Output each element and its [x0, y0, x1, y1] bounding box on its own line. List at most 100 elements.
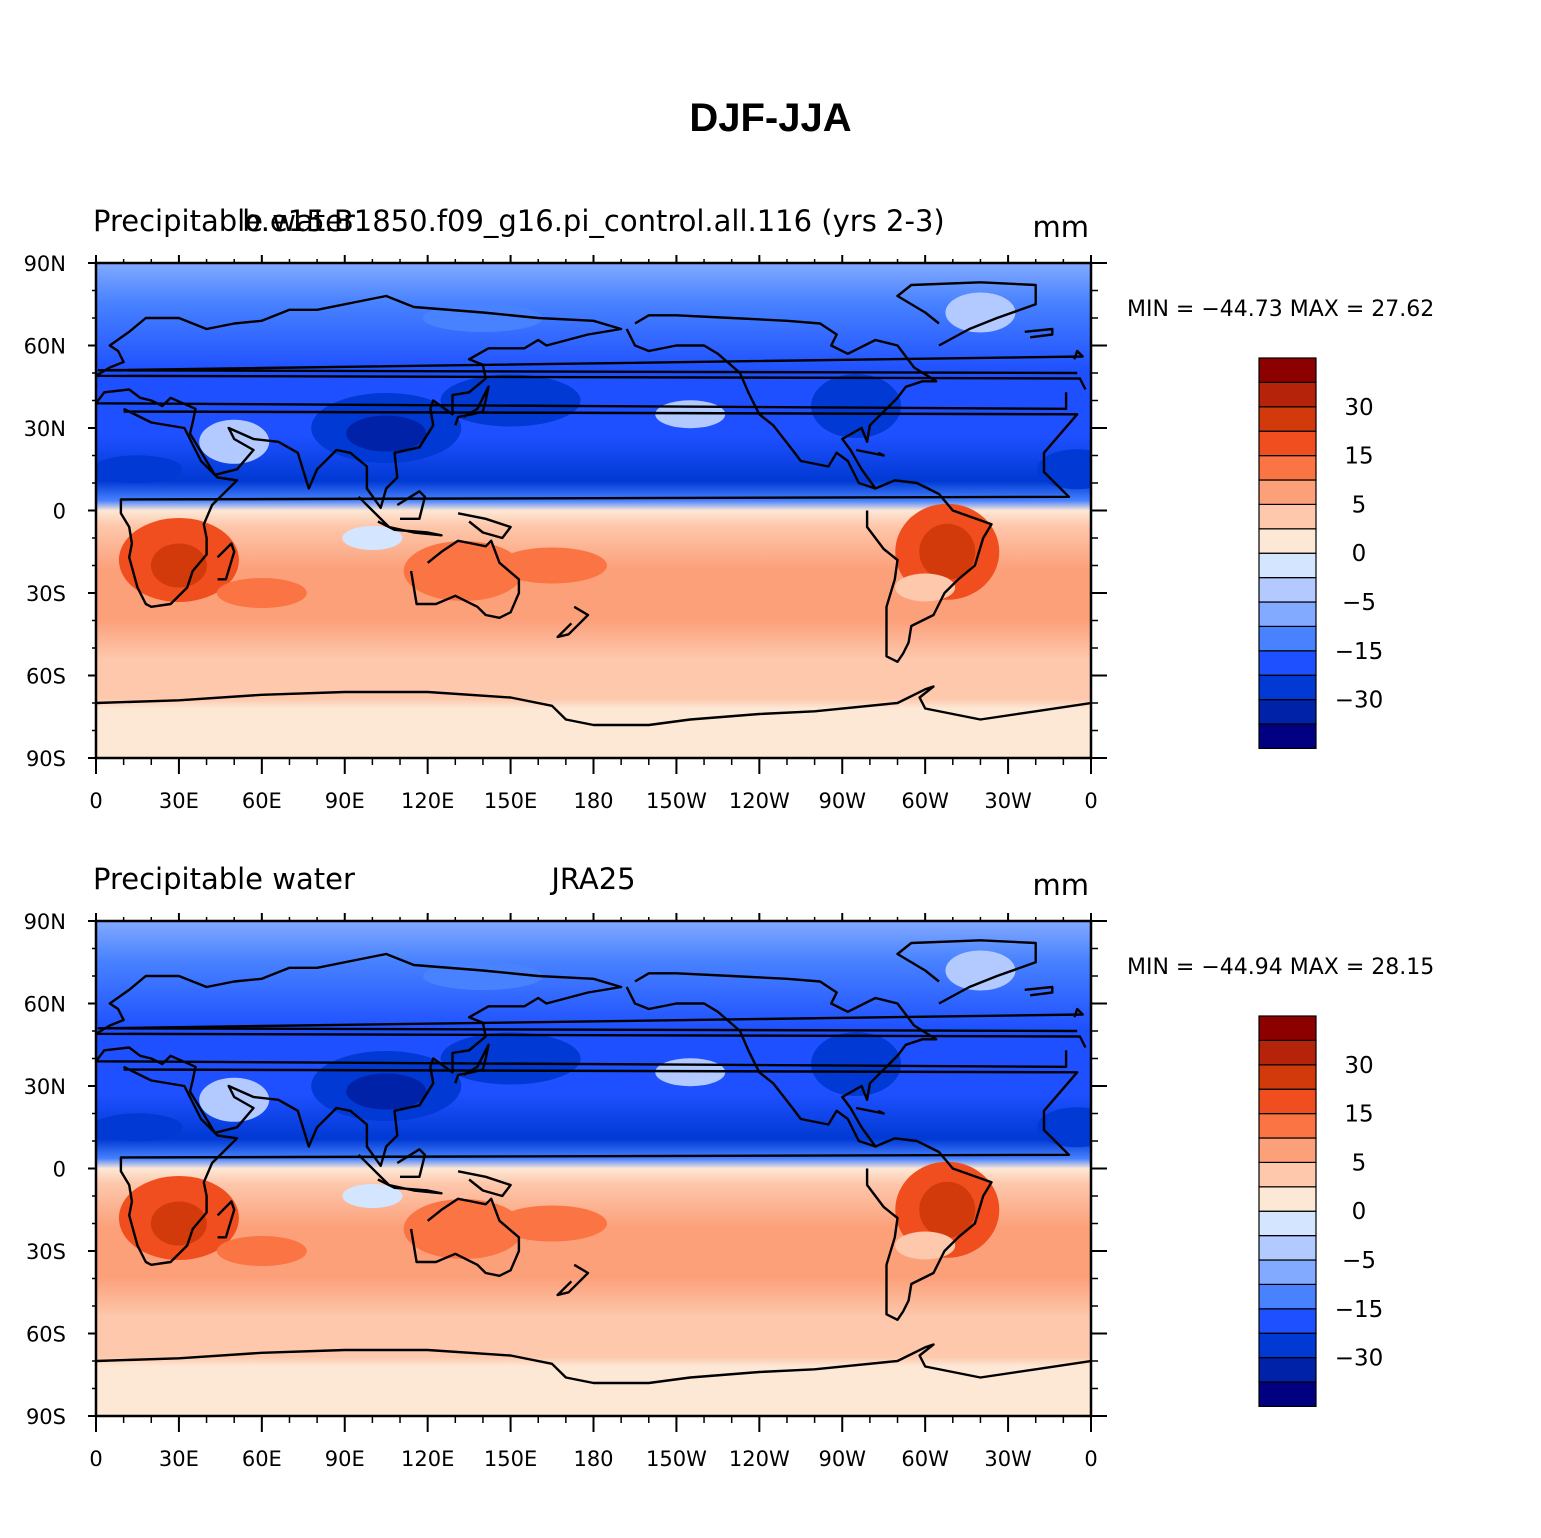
coastline-borneo: [396, 490, 427, 520]
lat-label: 30S: [26, 582, 66, 606]
colorbar-segment: [1258, 503, 1317, 530]
colorbar-segment: [1258, 455, 1317, 481]
coastline-borneo: [396, 1148, 427, 1178]
lon-label: 120E: [401, 1447, 454, 1471]
panel-left-label: Precipitable water: [93, 204, 355, 238]
lat-label: 0: [53, 1158, 66, 1182]
colorbar-label: 30: [1344, 1053, 1373, 1079]
min-max-stats: MIN = −44.73 MAX = 27.62: [1127, 297, 1434, 322]
coastline-indonesia: [357, 1153, 443, 1195]
contour-region: [811, 374, 902, 438]
colorbar-label: −15: [1335, 639, 1384, 665]
contour-region: [216, 1236, 307, 1266]
colorbar-label: 0: [1352, 541, 1367, 567]
main-title: DJF-JJA: [689, 96, 852, 140]
colorbar-label: 30: [1344, 395, 1373, 421]
colorbar-segment: [1258, 625, 1317, 652]
coastline-newZealand: [556, 605, 590, 639]
contour-region: [497, 547, 608, 584]
colorbar-segment: [1258, 1259, 1317, 1285]
coastline-uk: [97, 349, 1084, 375]
contour-region: [497, 1205, 608, 1242]
contour-region: [811, 1032, 902, 1096]
colorbar-segment: [1258, 1039, 1317, 1066]
colorbar-label: −5: [1342, 1248, 1376, 1274]
lon-label: 120E: [401, 789, 454, 813]
lon-label: 90E: [325, 1447, 365, 1471]
coastline-antarctica: [96, 685, 1091, 727]
map-panel-1: Precipitable waterb.e15.B1850.f09_g16.pi…: [24, 204, 1435, 813]
colorbar-segment: [1258, 1234, 1317, 1261]
lon-label: 0: [89, 1447, 102, 1471]
lon-label: 90W: [819, 789, 867, 813]
coastline-cuba: [855, 1106, 885, 1115]
lon-label: 0: [1084, 789, 1097, 813]
coastline-newZealand: [556, 1263, 590, 1297]
lon-label: 150W: [646, 1447, 707, 1471]
lat-label: 30N: [24, 417, 66, 441]
colorbar-segment: [1258, 1015, 1317, 1041]
coastline-southAmerica: [865, 479, 993, 663]
colorbar-segment: [1258, 601, 1317, 627]
contour-region: [150, 1201, 207, 1246]
colorbar-label: −15: [1335, 1297, 1384, 1323]
lon-label: 180: [573, 789, 613, 813]
lat-label: 90N: [24, 252, 66, 276]
colorbar-segment: [1258, 528, 1317, 554]
contour-region: [96, 455, 183, 484]
coastline-madagascar: [216, 1200, 236, 1239]
colorbar-segment: [1258, 479, 1317, 505]
colorbar-segment: [1258, 1088, 1317, 1115]
contour-region: [342, 1184, 403, 1208]
colorbar-segment: [1258, 1137, 1317, 1163]
coastline-iceland: [1024, 985, 1054, 997]
lon-label: 30E: [159, 1447, 199, 1471]
coastlines: [96, 281, 1091, 727]
lon-label: 60W: [901, 1447, 949, 1471]
colorbar-segment: [1258, 1381, 1317, 1407]
colorbar-label: −5: [1342, 590, 1376, 616]
contour-region: [150, 543, 207, 588]
contour-field: [96, 921, 1091, 1416]
coastline-antarctica: [96, 1343, 1091, 1385]
colorbar-segment: [1258, 723, 1317, 749]
coastline-africa: [119, 407, 1079, 608]
contour-region: [346, 415, 427, 452]
coastline-iceland: [1024, 327, 1054, 339]
lon-label: 120W: [729, 1447, 790, 1471]
lat-label: 30S: [26, 1240, 66, 1264]
contour-region: [199, 419, 270, 464]
contour-region: [199, 1077, 270, 1122]
lon-label: 150W: [646, 789, 707, 813]
lat-label: 60N: [24, 993, 66, 1017]
colorbar-label: 5: [1352, 492, 1367, 518]
lat-label: 0: [53, 500, 66, 524]
panel-center-label: b.e15.B1850.f09_g16.pi_control.all.116 (…: [242, 204, 944, 238]
map-panel-2: Precipitable water JRA25 mm 90N 60N 30N 0 30S 60…: [24, 862, 1435, 1471]
lon-label: 30W: [984, 789, 1032, 813]
panel-left-label: Precipitable water: [93, 862, 355, 896]
contour-region: [895, 573, 956, 602]
lon-label: 0: [89, 789, 102, 813]
colorbar-segment: [1258, 1332, 1317, 1359]
lon-label: 60E: [242, 789, 282, 813]
coastline-japan: [454, 1043, 490, 1084]
lon-label: 120W: [729, 789, 790, 813]
min-max-stats: MIN = −44.94 MAX = 28.15: [1127, 955, 1434, 980]
coastline-greenland: [896, 281, 1037, 347]
contour-region: [403, 1199, 524, 1259]
lon-label: 150E: [484, 789, 537, 813]
colorbar: −30 −15 −5 0 5 15 30: [1258, 1015, 1384, 1407]
coastline-australia: [409, 539, 521, 619]
contour-region: [216, 578, 307, 608]
contour-region: [945, 292, 1016, 333]
coastline-northAmerica: [625, 972, 938, 1148]
coastline-australia: [409, 1197, 521, 1277]
coastline-eurasia: [96, 294, 1087, 509]
coastline-newGuinea: [457, 1170, 512, 1198]
coastline-eurasia: [96, 952, 1087, 1167]
contour-region: [919, 1181, 976, 1238]
contour-region: [342, 526, 403, 550]
lat-label: 90S: [26, 1405, 66, 1429]
